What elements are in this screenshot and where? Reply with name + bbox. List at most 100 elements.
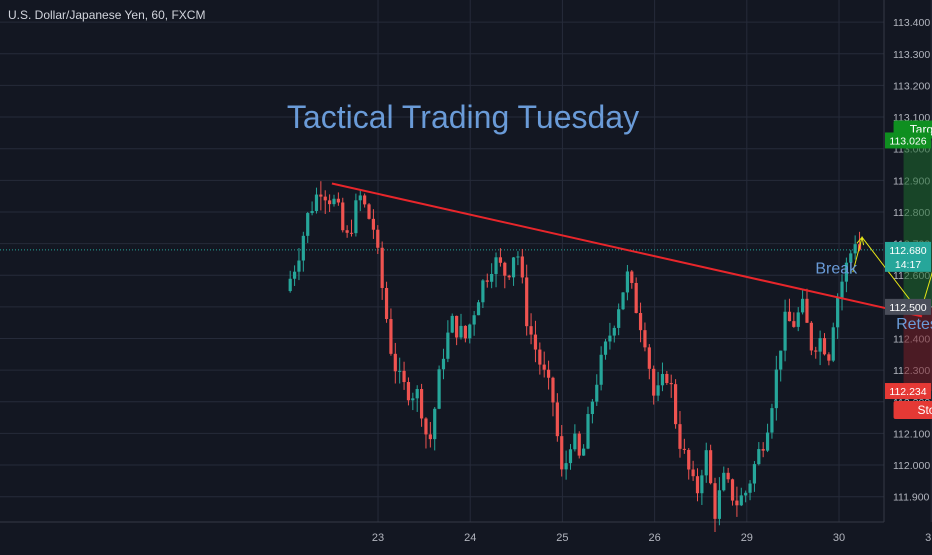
y-tick-label: 112.100 <box>893 428 930 440</box>
stop-label: Stop: 0.266 (0.24%) 26.6, Amount: 750.23 <box>917 403 932 417</box>
candle-body <box>288 278 292 292</box>
candle-body <box>292 271 297 279</box>
target-zone[interactable] <box>903 140 932 307</box>
candle-body <box>809 322 813 351</box>
candle-body <box>643 330 647 348</box>
candle-body <box>498 257 503 263</box>
candle-body <box>673 384 678 425</box>
trendline[interactable] <box>331 182 923 318</box>
candle-body <box>617 309 621 328</box>
candle-body <box>739 495 743 506</box>
candle-body <box>568 449 573 464</box>
candle-body <box>744 492 748 496</box>
candle-body <box>787 311 792 322</box>
candle-body <box>380 247 384 288</box>
candle-body <box>389 319 393 354</box>
price-badge-label: 112.234 <box>889 386 926 398</box>
stop-zone[interactable] <box>903 306 932 392</box>
candle-body <box>831 327 835 361</box>
candle-body <box>314 194 319 212</box>
candle-body <box>849 253 853 263</box>
candle-body <box>748 483 752 493</box>
candle-body <box>376 229 380 248</box>
candle-body <box>485 280 489 282</box>
candle-body <box>564 463 568 470</box>
candle-body <box>621 292 625 310</box>
candle-body <box>757 449 761 465</box>
candle-body <box>805 298 809 323</box>
candle-body <box>507 275 511 278</box>
price-badge <box>885 298 931 315</box>
candle-body <box>599 354 603 385</box>
projection-arrow[interactable] <box>852 152 932 315</box>
candle-body <box>354 200 358 234</box>
candle-body <box>446 332 450 359</box>
candle-body <box>511 257 516 278</box>
candle-body <box>398 370 402 372</box>
price-badge-label: 112.680 <box>889 245 926 257</box>
x-tick-label: 26 <box>648 532 660 544</box>
candle-body <box>459 325 463 338</box>
candle-body <box>428 434 432 440</box>
candle-body <box>476 302 481 316</box>
arrowhead-break <box>856 236 865 246</box>
candle-body <box>494 257 498 274</box>
candle-body <box>542 364 546 370</box>
candle-body <box>328 200 332 205</box>
x-tick-label: 30 <box>833 532 845 544</box>
candle-body <box>814 350 818 352</box>
candle-body <box>704 450 708 476</box>
candle-body <box>402 370 406 383</box>
stop-label-box <box>893 401 932 420</box>
y-tick-label: 112.000 <box>893 460 930 472</box>
candle-body <box>520 256 524 278</box>
candle-body <box>722 472 726 491</box>
chart-title: Tactical Trading Tuesday <box>287 99 639 135</box>
candle-body <box>419 389 424 419</box>
candle-body <box>783 311 787 351</box>
candle-body <box>634 282 638 314</box>
candle-body <box>695 476 700 494</box>
candle-body <box>608 335 612 342</box>
candle-body <box>612 327 616 336</box>
candle-body <box>332 198 336 205</box>
candle-body <box>538 349 542 365</box>
candle-body <box>525 277 529 327</box>
candle-body <box>529 326 533 335</box>
candle-body <box>297 260 301 272</box>
candle-body <box>827 354 831 361</box>
candle-body <box>406 382 411 401</box>
x-tick-label: 25 <box>556 532 568 544</box>
candle-body <box>341 202 345 231</box>
candle-body <box>630 271 634 283</box>
candle-body <box>310 211 314 214</box>
candle-body <box>349 232 354 234</box>
candle-body <box>709 450 713 484</box>
price-badge <box>885 255 931 272</box>
x-tick-label: 31 <box>925 532 932 544</box>
x-tick-label: 23 <box>372 532 384 544</box>
candle-body <box>358 195 362 201</box>
price-badge-label: 112.500 <box>889 302 926 314</box>
candle-body <box>551 377 555 403</box>
y-tick-label: 111.900 <box>893 492 930 504</box>
candle-body <box>424 418 428 435</box>
candle-body <box>301 235 305 261</box>
candle-body <box>450 315 454 333</box>
candle-body <box>393 353 397 372</box>
candle-body <box>822 338 827 355</box>
candle-body <box>503 262 507 276</box>
candle-body <box>678 424 682 449</box>
candle-body <box>687 449 691 470</box>
annotation-break: Break <box>815 261 858 278</box>
candle-body <box>472 315 476 325</box>
candle-body <box>468 324 472 339</box>
x-tick-label: 29 <box>741 532 753 544</box>
candle-body <box>546 369 551 378</box>
price-badge-label: 113.026 <box>889 135 926 147</box>
candle-body <box>682 448 686 450</box>
candle-body <box>656 385 660 396</box>
candle-body <box>765 432 770 451</box>
